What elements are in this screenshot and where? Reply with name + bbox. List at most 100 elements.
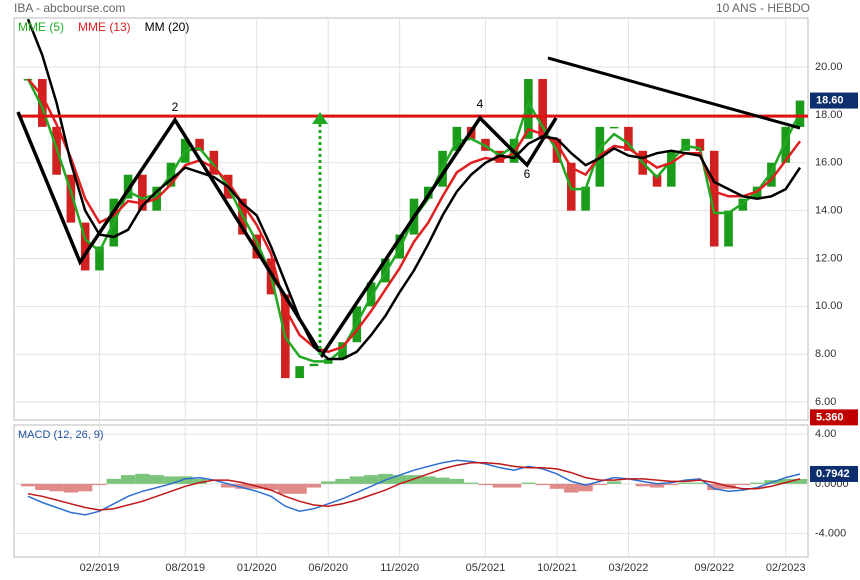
histogram-bar <box>349 476 364 484</box>
histogram-bar <box>506 483 522 488</box>
histogram-bar <box>92 483 107 486</box>
chart-title: IBA - abcbourse.com <box>14 1 125 15</box>
candle <box>667 150 676 187</box>
candle <box>80 222 90 271</box>
candle <box>309 363 319 367</box>
histogram-bar <box>664 483 679 486</box>
histogram-bar <box>192 478 207 484</box>
histogram-bar <box>578 483 593 492</box>
candle <box>767 162 776 187</box>
histogram-bar <box>178 476 193 484</box>
histogram-bar <box>106 478 121 484</box>
candle <box>38 79 47 127</box>
candle <box>538 79 547 139</box>
histogram-bar <box>363 475 379 484</box>
histogram-bar <box>792 478 808 484</box>
y-tick-label: 20.00 <box>815 61 843 73</box>
histogram-bar <box>478 483 493 486</box>
histogram-bar <box>435 477 450 484</box>
candle <box>123 174 133 199</box>
value-badge <box>810 409 858 426</box>
histogram-bar <box>135 473 150 484</box>
value-badge-label: 0.7942 <box>816 468 850 480</box>
histogram-bar <box>278 483 293 494</box>
histogram-bar <box>49 483 64 492</box>
pattern-line <box>16 111 558 359</box>
x-tick-label: 03/2022 <box>609 562 649 574</box>
histogram-bar <box>564 483 579 493</box>
series-line <box>27 459 801 516</box>
histogram-bar <box>163 476 179 484</box>
value-badge-label: 5.360 <box>816 411 844 423</box>
candle <box>724 210 733 247</box>
histogram-bar <box>707 483 722 491</box>
legend-entry: MM (20) <box>145 20 190 34</box>
pattern-label: 6 <box>524 167 531 181</box>
histogram-bar <box>778 478 793 484</box>
y-tick-label: 8.00 <box>815 348 836 360</box>
candle <box>95 246 104 271</box>
x-tick-label: 08/2019 <box>165 562 205 574</box>
histogram-bar <box>63 483 79 493</box>
histogram-bar <box>149 475 164 484</box>
value-badge <box>810 92 858 109</box>
histogram-bar <box>535 483 550 486</box>
histogram-bar <box>592 483 607 486</box>
candle <box>452 126 462 151</box>
x-tick-label: 02/2023 <box>766 562 806 574</box>
y-tick-label: 6.00 <box>815 396 836 408</box>
histogram-bar <box>692 482 708 484</box>
histogram-bar <box>235 483 250 489</box>
candle <box>524 79 533 139</box>
x-tick-label: 05/2021 <box>466 562 506 574</box>
candle <box>195 138 204 151</box>
histogram-bar <box>421 476 436 484</box>
candle <box>781 126 790 163</box>
histogram-bar <box>20 483 36 487</box>
candle <box>252 234 262 259</box>
x-tick-label: 11/2020 <box>380 562 419 574</box>
histogram-bar <box>306 483 322 488</box>
series-line <box>27 461 801 511</box>
x-tick-label: 10/2021 <box>537 562 577 574</box>
y-tick-label: 16.00 <box>815 157 843 169</box>
y-tick-label: -4.000 <box>815 528 846 540</box>
x-tick-label: 01/2020 <box>237 562 277 574</box>
histogram-bar <box>263 483 279 491</box>
candle <box>209 150 219 175</box>
histogram-bar <box>292 483 307 494</box>
candle <box>581 186 590 211</box>
histogram-bar <box>120 475 136 484</box>
pattern-label: 2 <box>172 100 179 114</box>
value-badge-label: 18.60 <box>816 94 844 106</box>
histogram-bar <box>492 483 507 488</box>
candle <box>138 174 147 211</box>
x-tick-label: 09/2022 <box>694 562 734 574</box>
y-tick-label: 18.00 <box>815 109 843 121</box>
trend-line <box>547 56 801 130</box>
y-tick-label: 4.00 <box>815 428 836 440</box>
histogram-bar <box>749 482 765 484</box>
histogram-bar <box>649 483 665 488</box>
pattern-label: 4 <box>477 97 484 111</box>
histogram-bar <box>635 483 650 487</box>
histogram-bar <box>221 483 236 488</box>
candle <box>295 366 304 379</box>
arrow-head <box>312 112 328 124</box>
histogram-bar <box>449 478 465 484</box>
histogram-bar <box>607 481 622 484</box>
histogram-bar <box>464 482 479 484</box>
histogram-bar <box>35 483 50 491</box>
series-line <box>27 78 802 354</box>
histogram-bar <box>335 478 350 484</box>
value-badge <box>810 465 858 482</box>
macd-title: MACD (12, 26, 9) <box>18 429 104 441</box>
y-tick-label: 10.00 <box>815 300 843 312</box>
candle <box>695 138 705 151</box>
histogram-bar <box>321 481 336 484</box>
series-line <box>26 18 802 361</box>
candle <box>652 174 662 187</box>
period-label: 10 ANS - HEBDO <box>716 1 810 15</box>
candle <box>66 174 76 223</box>
